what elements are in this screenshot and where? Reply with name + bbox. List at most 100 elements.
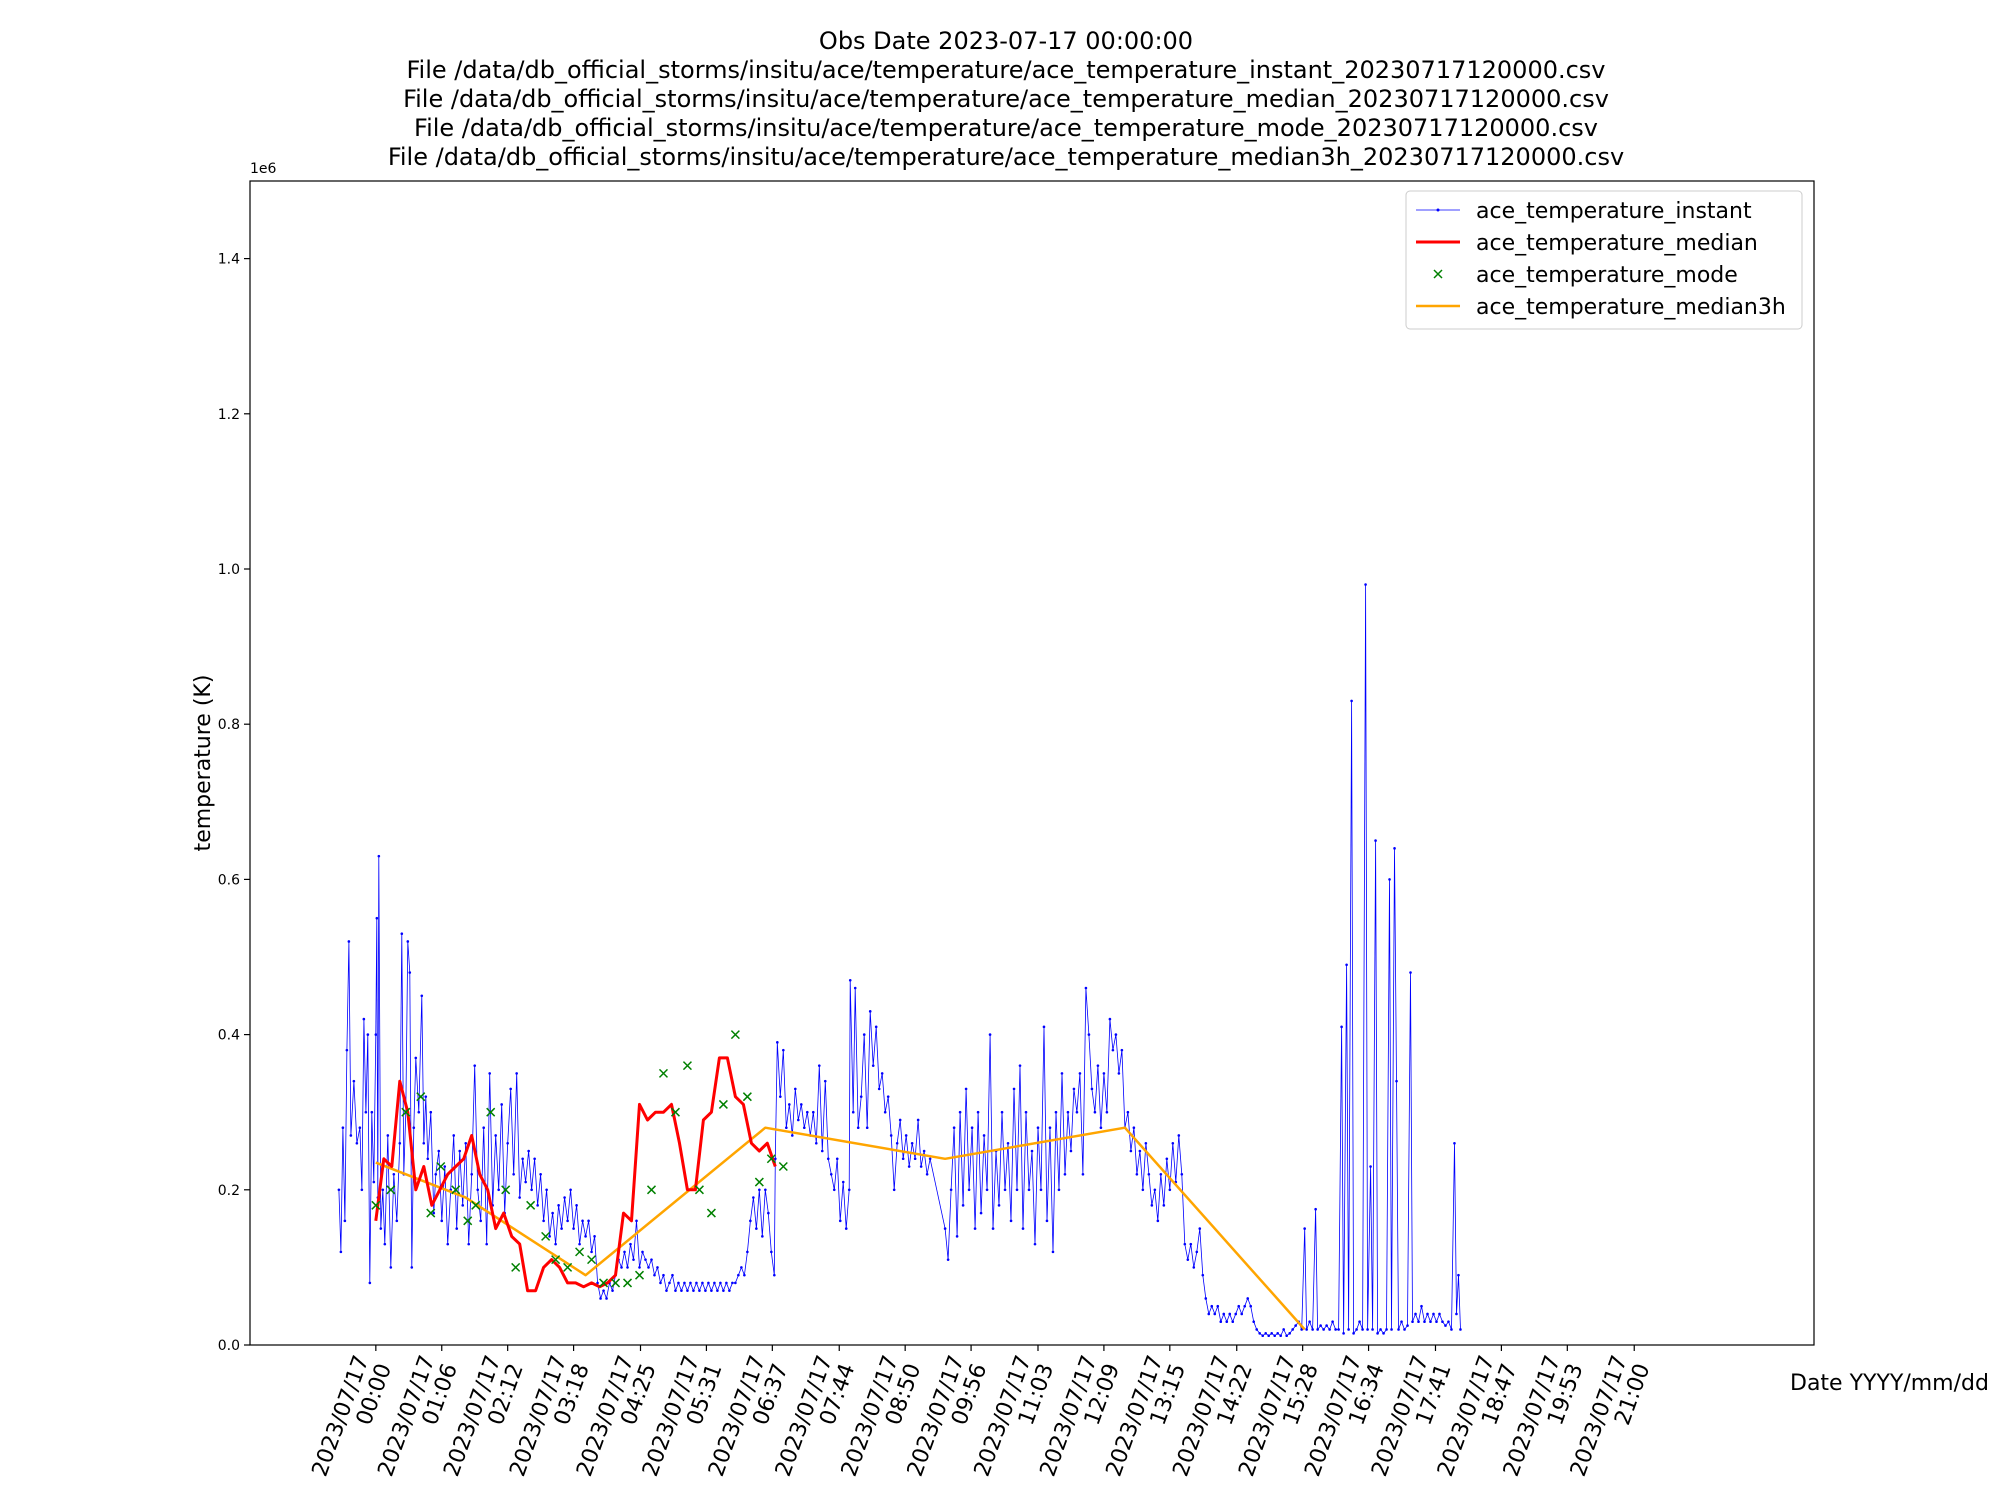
instant-point [677, 1281, 680, 1285]
series-ace_temperature_instant [337, 583, 1462, 1337]
instant-point [446, 1242, 450, 1246]
instant-point [851, 1110, 855, 1114]
instant-point [1033, 1242, 1037, 1246]
instant-point [1361, 1328, 1364, 1331]
instant-point [761, 1235, 764, 1238]
instant-point [355, 1141, 359, 1145]
instant-point [1406, 1324, 1409, 1327]
series-ace_temperature_median3h [375, 1126, 1306, 1331]
instant-point [1453, 1141, 1456, 1145]
mode-point [501, 1185, 511, 1195]
instant-point [997, 1204, 1001, 1207]
instant-point [785, 1126, 788, 1130]
instant-point [1045, 1219, 1049, 1223]
instant-point [910, 1141, 914, 1145]
instant-point [829, 1172, 833, 1176]
instant-point [889, 1134, 893, 1137]
mode-point [611, 1278, 621, 1288]
instant-point [659, 1281, 662, 1285]
instant-point [1102, 1072, 1106, 1075]
mode-point [778, 1161, 788, 1172]
instant-point [1294, 1324, 1297, 1327]
instant-point [530, 1188, 533, 1192]
instant-point [473, 1064, 477, 1067]
instant-point [1036, 1126, 1040, 1130]
instant-point [805, 1110, 809, 1114]
instant-point [366, 1033, 370, 1036]
instant-point [1249, 1304, 1253, 1308]
instant-point [370, 1110, 374, 1114]
instant-point [773, 1273, 776, 1277]
instant-point [417, 1110, 421, 1114]
instant-point [623, 1250, 626, 1254]
instant-point [1291, 1328, 1294, 1331]
instant-point [874, 1025, 878, 1029]
mode-point [526, 1200, 536, 1210]
instant-point [1210, 1304, 1214, 1308]
instant-point [1225, 1320, 1229, 1324]
instant-point [434, 1172, 438, 1176]
instant-point [1084, 986, 1088, 990]
instant-point [362, 1017, 366, 1021]
instant-point [533, 1157, 536, 1161]
instant-point [1213, 1312, 1217, 1316]
mode-point [587, 1255, 597, 1265]
instant-point [632, 1258, 635, 1261]
instant-point [1255, 1328, 1259, 1331]
mode-point [730, 1030, 740, 1040]
instant-point [1355, 1328, 1358, 1331]
instant-point [426, 1157, 430, 1161]
instant-point [1132, 1126, 1136, 1130]
instant-point [381, 1188, 385, 1192]
instant-point [488, 1072, 491, 1075]
instant-point [358, 1126, 362, 1130]
ace_temperature_median3h-line [375, 1126, 1306, 1331]
instant-point [1438, 1312, 1441, 1316]
instant-point [686, 1289, 689, 1292]
instant-point [638, 1266, 641, 1269]
instant-point [587, 1219, 590, 1223]
instant-point [1141, 1188, 1145, 1192]
instant-point [982, 1134, 986, 1137]
instant-point [1400, 1320, 1403, 1324]
instant-point [1078, 1072, 1082, 1075]
instant-point [1403, 1328, 1406, 1331]
instant-point [791, 1134, 794, 1137]
instant-point [1322, 1328, 1325, 1331]
mode-point [682, 1061, 692, 1071]
instant-point [578, 1242, 581, 1246]
instant-point [1429, 1320, 1432, 1324]
mode-point [658, 1068, 669, 1078]
instant-point [1018, 1064, 1022, 1067]
instant-point [692, 1289, 695, 1292]
instant-point [647, 1266, 650, 1269]
instant-point [506, 1141, 509, 1145]
instant-point [1207, 1312, 1211, 1316]
instant-point [701, 1281, 704, 1285]
instant-point [1024, 1110, 1028, 1114]
instant-point [1114, 1033, 1118, 1036]
instant-point [572, 1227, 575, 1230]
instant-point [470, 1172, 474, 1176]
instant-point [1334, 1328, 1337, 1331]
instant-point [1135, 1172, 1139, 1176]
instant-point [629, 1242, 632, 1246]
y-tick-label: 0.2 [218, 1183, 240, 1199]
instant-point [707, 1281, 710, 1285]
legend-swatch-dot [1436, 208, 1440, 212]
instant-point [1153, 1188, 1157, 1192]
instant-point [464, 1141, 468, 1145]
instant-point [1159, 1172, 1163, 1176]
instant-point [826, 1157, 830, 1161]
instant-point [1177, 1134, 1181, 1137]
instant-point [432, 1211, 436, 1215]
instant-point [392, 1172, 396, 1176]
instant-point [611, 1289, 614, 1292]
legend-label: ace_temperature_instant [1476, 199, 1752, 224]
instant-point [1030, 1149, 1034, 1153]
instant-point [758, 1188, 761, 1192]
instant-point [1096, 1064, 1100, 1067]
instant-point [1450, 1328, 1453, 1331]
